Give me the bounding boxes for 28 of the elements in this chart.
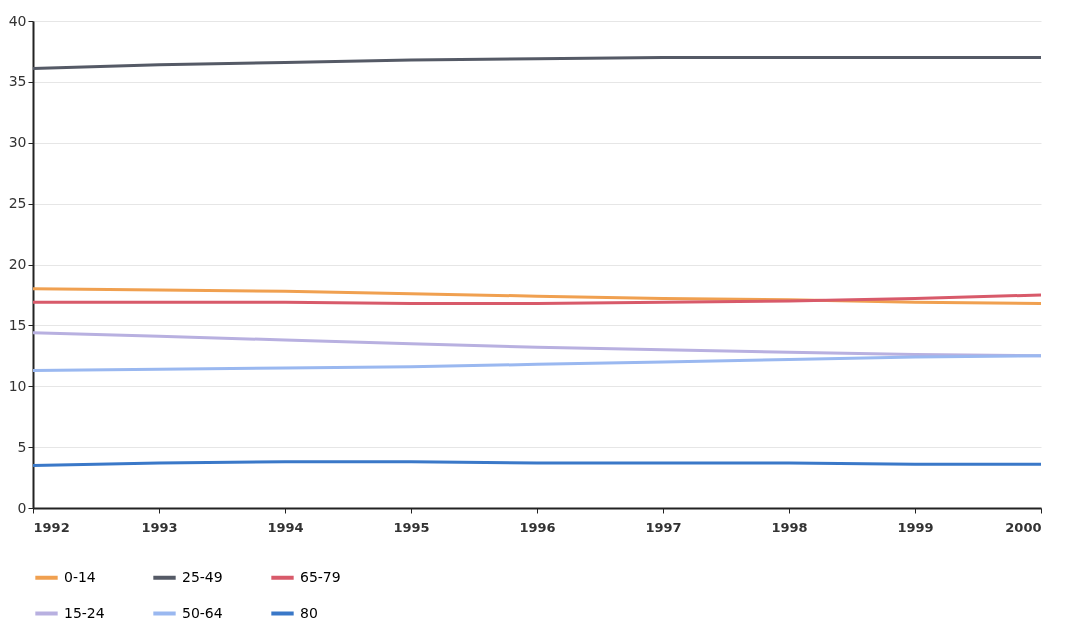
legend-label: 15-24 [64, 604, 105, 621]
y-tick-label: 15 [8, 316, 27, 333]
y-tick-label: 40 [8, 12, 27, 29]
legend-label: 65-79 [300, 568, 341, 585]
y-tick-label: 30 [8, 134, 27, 151]
x-tick-label: 1995 [393, 519, 430, 535]
x-tick-label: 1999 [897, 519, 934, 535]
line-series [31, 56, 1043, 70]
line-series [31, 293, 1043, 305]
y-tick-label: 0 [17, 499, 27, 516]
y-tick-label: 35 [8, 73, 27, 90]
x-tick-label: 1998 [771, 519, 808, 535]
y-tick-label: 20 [8, 256, 27, 272]
line-series [31, 354, 1043, 372]
line-series [31, 287, 1043, 305]
legend-label: 25-49 [182, 568, 223, 585]
x-tick-label: 1994 [267, 519, 304, 535]
x-tick-label: 1997 [645, 519, 682, 535]
y-tick-label: 25 [8, 195, 27, 212]
legend-label: 0-14 [64, 568, 96, 585]
y-tick-label: 5 [17, 438, 27, 455]
legend-label: 80 [300, 604, 318, 621]
x-tick-label: 1996 [519, 519, 556, 535]
legend-label: 50-64 [182, 604, 223, 621]
x-tick-label: 1993 [141, 519, 178, 535]
x-tick-label: 2000 [1005, 519, 1042, 535]
x-tick-label: 1992 [33, 519, 70, 535]
y-tick-label: 10 [8, 377, 27, 394]
